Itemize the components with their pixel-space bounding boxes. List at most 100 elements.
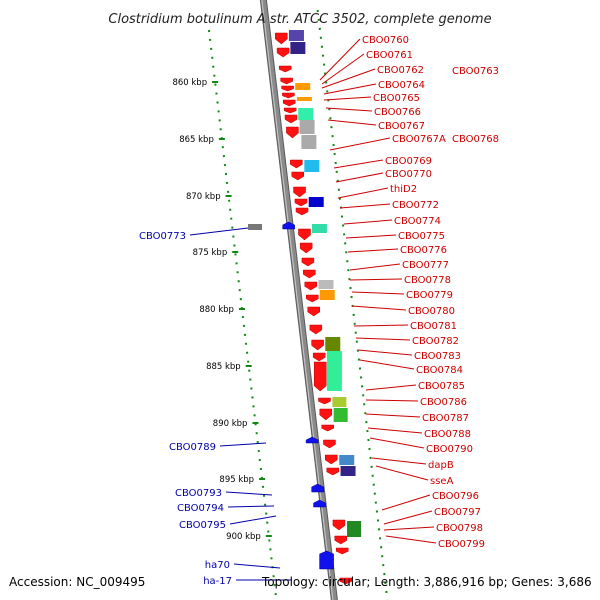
gene-label-forward: CBO0767 (378, 121, 425, 132)
label-leader-line (353, 324, 409, 327)
gene-label-forward: sseA (430, 476, 454, 487)
forward-gene-arrow (324, 454, 338, 465)
forward-gene-arrow (306, 294, 319, 303)
label-leader-line (343, 219, 393, 225)
gene-label-forward: CBO0762 (377, 65, 424, 76)
forward-gene-arrow (283, 107, 297, 114)
gene-label-forward: CBO0798 (436, 523, 483, 534)
gene-label-forward: CBO0769 (385, 156, 432, 167)
cog-block (290, 42, 306, 54)
label-leader-line (365, 384, 417, 391)
cog-block (318, 280, 334, 289)
tick-label: 895 kbp (219, 475, 254, 485)
map-title: Clostridium botulinum A str. ATCC 3502, … (108, 12, 491, 27)
gene-label-forward: CBO0768 (452, 134, 499, 145)
label-leader-line (365, 399, 419, 402)
label-leader-layer (189, 38, 437, 581)
label-leader-line (349, 263, 401, 271)
label-leader-line (369, 437, 425, 449)
cog-block (347, 521, 362, 537)
forward-gene-arrow (294, 198, 308, 207)
forward-gene-arrow (319, 408, 333, 421)
forward-gene-arrow (332, 519, 346, 531)
gene-label-forward: CBO0765 (373, 93, 420, 104)
forward-gene-arrow (286, 126, 299, 139)
tick-label: 860 kbp (172, 78, 207, 88)
forward-gene-arrow (284, 114, 298, 124)
label-leader-line (375, 465, 429, 481)
gene-label-forward: CBO0770 (385, 169, 432, 180)
forward-gene-arrow (309, 324, 323, 335)
label-leader-line (321, 53, 365, 85)
label-leader-line (357, 349, 413, 356)
accession-label: Accession: NC_009495 (9, 575, 145, 589)
gene-label-forward: dapB (428, 460, 454, 471)
label-leader-line (335, 172, 384, 183)
forward-gene-arrow (303, 269, 316, 279)
gene-label-forward: CBO0785 (418, 381, 465, 392)
label-leader-line (385, 535, 437, 544)
gene-label-forward: CBO0781 (410, 321, 457, 332)
gene-label-forward: CBO0764 (378, 80, 425, 91)
forward-gene-arrow (335, 547, 349, 555)
reverse-gene-arrow (311, 483, 324, 493)
tick-label: 880 kbp (199, 305, 234, 315)
cog-block (299, 120, 315, 134)
cog-block (311, 224, 327, 233)
gene-label-reverse: CBO0795 (179, 520, 226, 531)
label-leader-line (319, 38, 361, 81)
gene-label-reverse: ha-17 (203, 576, 232, 587)
gene-label-forward: CBO0763 (452, 66, 499, 77)
forward-gene-arrow (275, 32, 288, 45)
label-leader-line (367, 427, 423, 434)
cog-block (301, 135, 317, 149)
label-leader-line (233, 563, 281, 569)
gene-label-forward: CBO0787 (422, 413, 469, 424)
label-leader-line (351, 291, 405, 295)
forward-gene-arrow (293, 186, 306, 198)
label-leader-line (323, 96, 372, 101)
forward-gene-arrow (311, 339, 324, 351)
tick-dotted-line (207, 29, 278, 600)
gene-label-forward: CBO0760 (362, 35, 409, 46)
tick-label: 885 kbp (206, 362, 241, 372)
forward-gene-arrow (304, 281, 318, 291)
gene-label-forward: CBO0775 (398, 231, 445, 242)
forward-gene-arrow (323, 439, 336, 449)
label-leader-line (339, 203, 391, 209)
gene-label-reverse: ha70 (205, 560, 230, 571)
cog-block (333, 408, 348, 422)
tick-label: 870 kbp (186, 192, 221, 202)
gene-label-layer: CBO0760 CBO0761 CBO0762 CBO0763 CBO0764 CBO07… (139, 35, 499, 587)
tick-label: 890 kbp (213, 419, 248, 429)
label-leader-line (381, 494, 431, 511)
label-leader-line (327, 119, 377, 126)
gene-label-forward: CBO0790 (426, 444, 473, 455)
gene-label-reverse: CBO0773 (139, 231, 186, 242)
forward-gene-arrow (298, 228, 311, 241)
gene-label-forward: CBO0779 (406, 290, 453, 301)
label-leader-line (229, 515, 277, 525)
label-leader-line (345, 234, 397, 239)
cog-block (298, 108, 314, 120)
label-leader-line (359, 359, 415, 370)
label-leader-line (329, 137, 391, 151)
label-leader-line (219, 442, 267, 447)
label-leader-line (383, 510, 433, 525)
forward-gene-arrow (280, 77, 293, 85)
cog-block (308, 197, 324, 207)
topology-label: Topology: circular; Length: 3,886,916 bp… (261, 575, 592, 589)
reverse-gene-arrow (319, 550, 334, 570)
gene-label-forward: CBO0776 (400, 245, 447, 256)
reverse-gene-arrow (305, 436, 319, 444)
forward-gene-arrow (282, 99, 296, 107)
gene-label-forward: CBO0783 (414, 351, 461, 362)
gene-label-forward: thiD2 (390, 184, 417, 195)
gene-label-forward: CBO0788 (424, 429, 471, 440)
forward-gene-arrow (313, 361, 327, 392)
label-leader-line (325, 107, 373, 112)
forward-gene-arrow (278, 65, 292, 73)
cog-block (325, 337, 341, 351)
gene-label-forward: CBO0784 (416, 365, 463, 376)
